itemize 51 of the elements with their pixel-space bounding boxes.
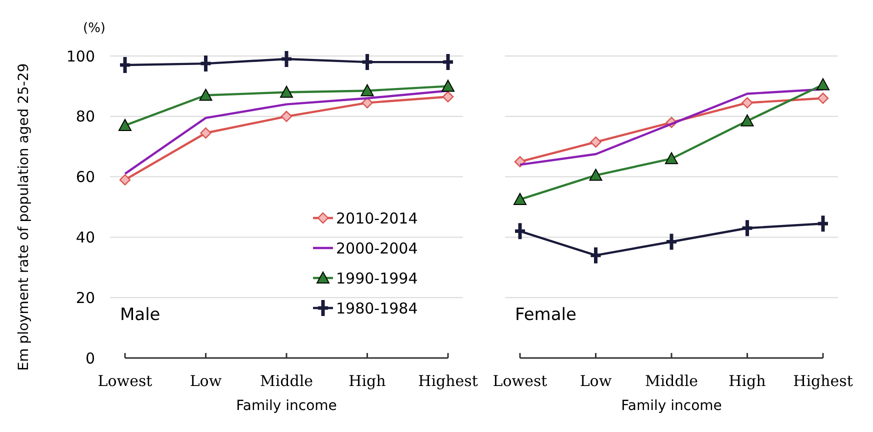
point [199,88,212,101]
x-tick-label: Highest [793,372,853,390]
point [816,78,830,90]
x-tick-label: Middle [644,372,698,390]
point [441,52,455,72]
point [513,221,527,241]
y-tick-label: 80 [76,108,95,126]
point [280,49,294,69]
legend-label: 2000-2004 [336,239,418,258]
x-axis-title: Family income [621,398,722,414]
y-tick-label: 100 [66,47,95,66]
x-tick-label: High [728,372,766,390]
point [816,214,830,234]
x-tick-label: Lowest [492,372,548,390]
point [740,114,754,126]
point [119,174,131,186]
point [442,80,454,92]
x-axis-title: Family income [236,398,337,414]
legend-label: 1980-1984 [336,299,418,318]
point [590,136,602,148]
point [118,118,132,131]
x-tick-label: Low [190,372,222,390]
y-axis-title: Em ployment rate of population aged 25-29 [16,63,32,371]
x-tick-label: Lowest [98,372,152,390]
x-tick-label: Highest [418,372,478,390]
point [664,232,678,252]
x-tick-label: Low [580,372,612,390]
point [514,156,526,168]
point [280,110,292,122]
point [442,91,454,102]
x-tick-label: High [348,372,386,390]
y-tick-label: 60 [76,168,95,186]
point [665,152,678,164]
y-tick-label: 40 [76,228,95,246]
point [280,86,293,98]
point [589,168,602,181]
annotation: Male [120,305,160,325]
point [742,97,753,108]
legend-label: 2010-2014 [336,209,418,228]
x-tick-label: Middle [260,372,314,390]
point [514,192,526,205]
y-tick-label: 20 [76,288,95,307]
point [118,55,132,75]
y-tick-label: 0 [85,349,95,368]
annotation: Female [515,305,576,325]
point [362,97,373,108]
point [817,92,829,104]
text: (%) [83,21,106,36]
point [360,84,374,96]
point [200,127,212,139]
legend-label: 1990-1994 [336,269,418,288]
